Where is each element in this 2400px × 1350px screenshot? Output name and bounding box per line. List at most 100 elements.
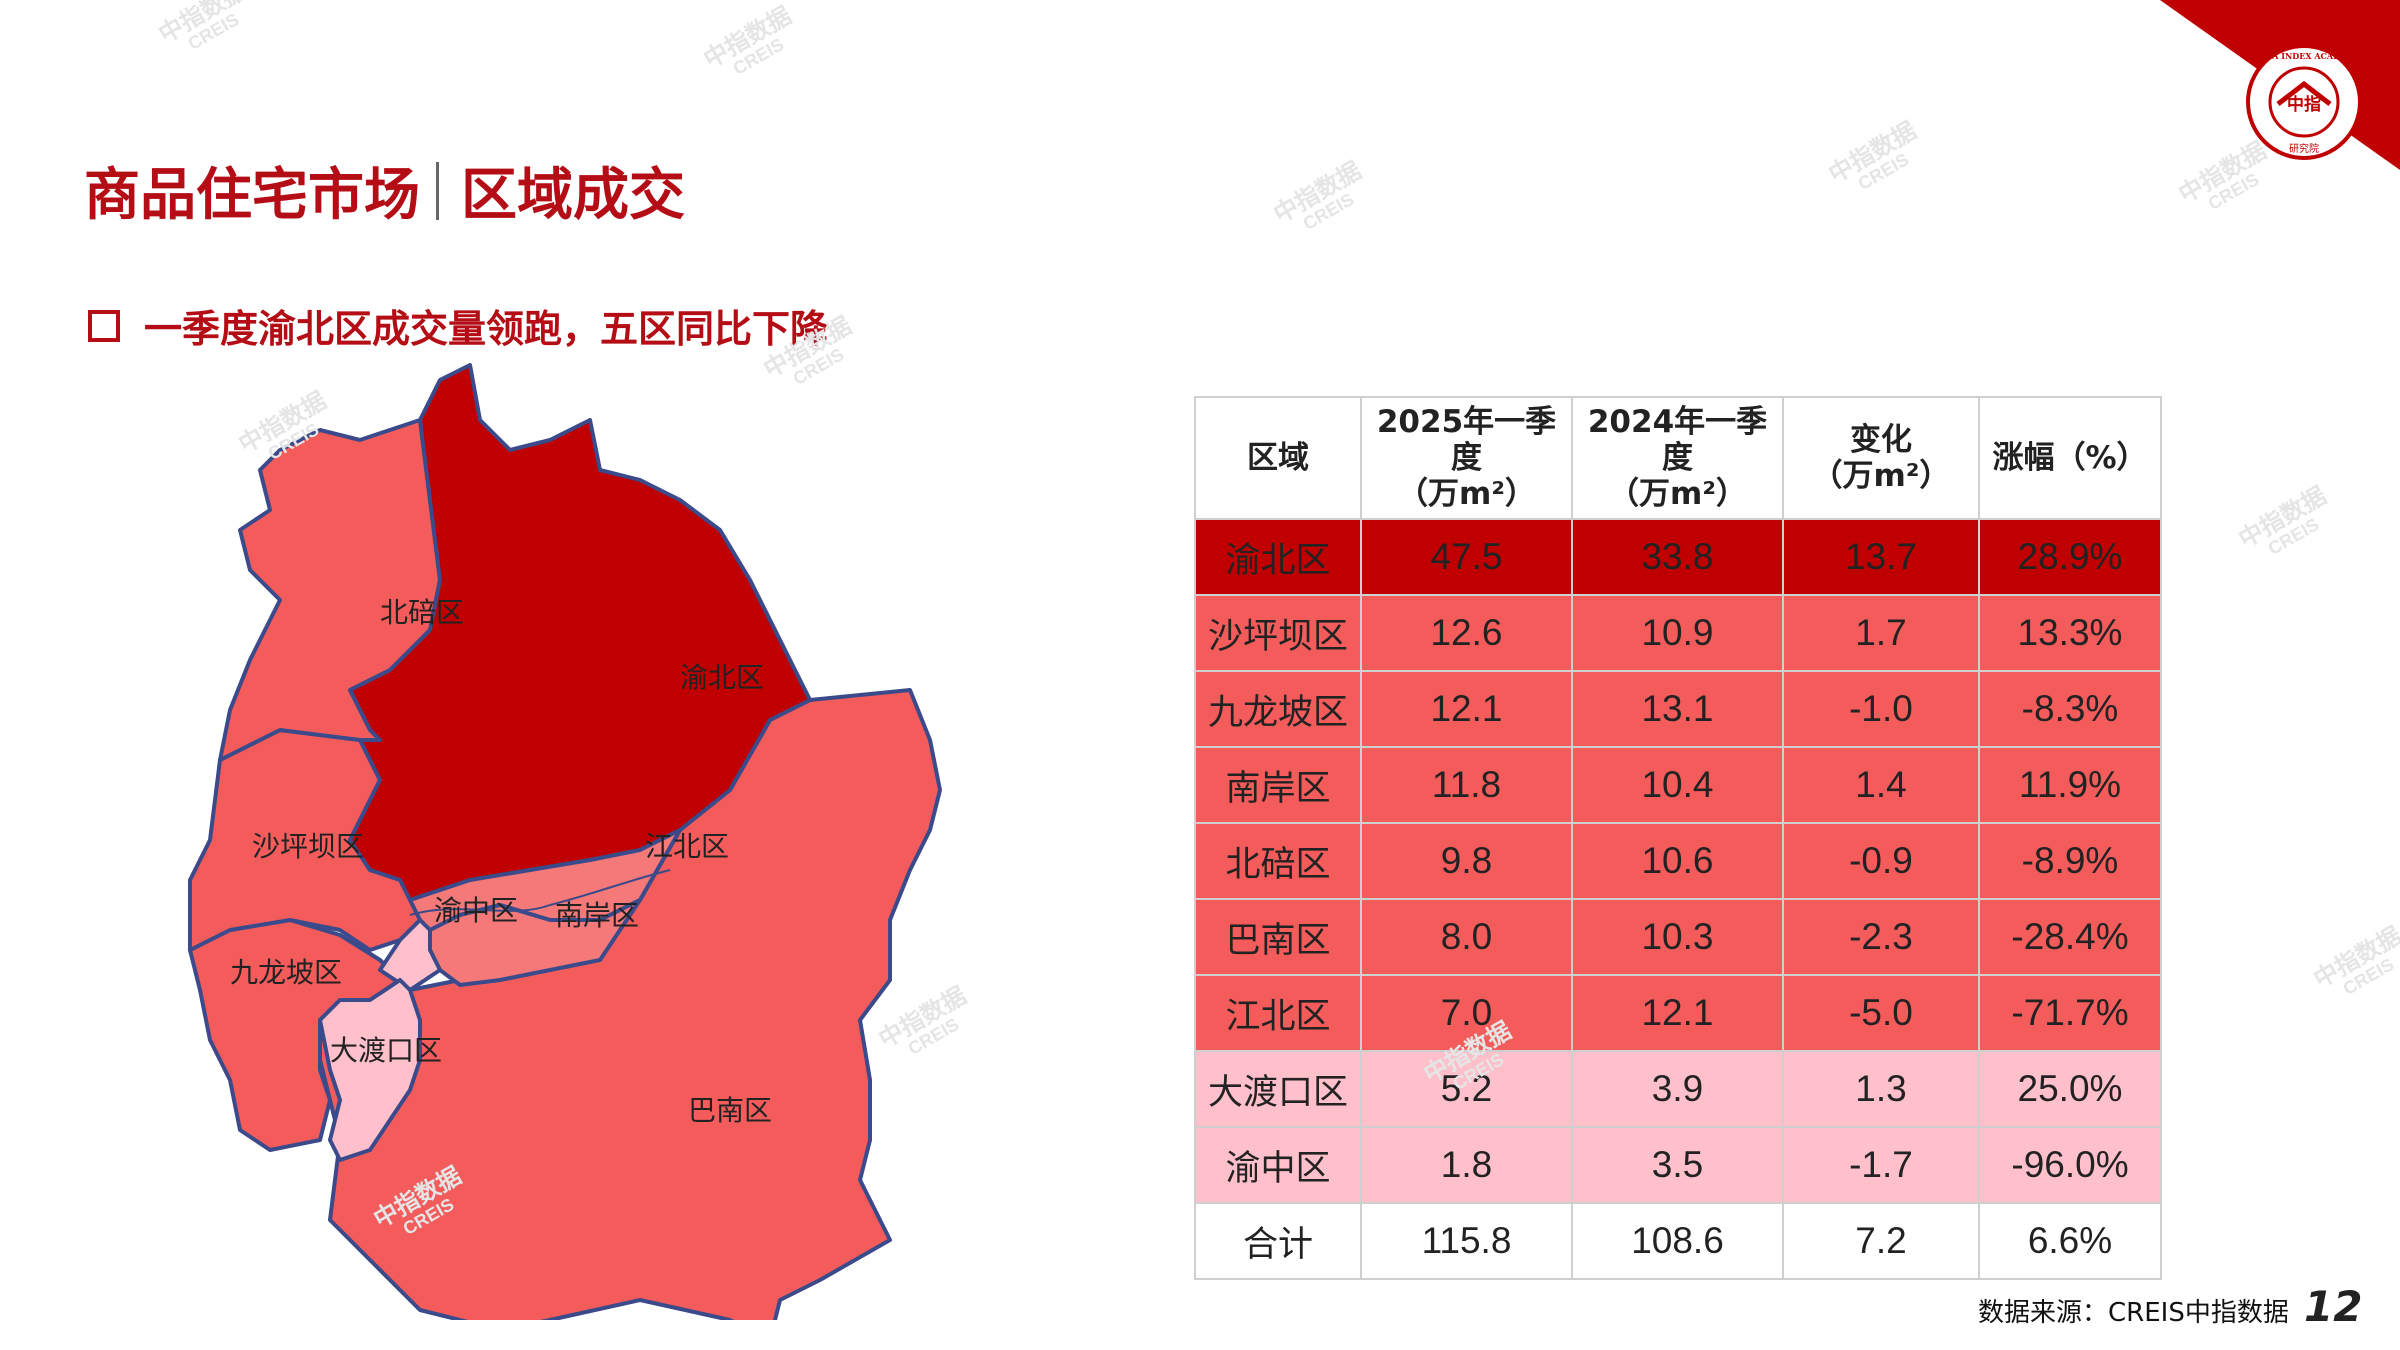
watermark: 中指数据 CREIS xyxy=(2308,921,2400,999)
table-row: 北碚区 9.8 10.6 -0.9 -8.9% xyxy=(1194,822,2162,900)
map-label-beibei: 北碚区 xyxy=(380,596,464,629)
map-label-shapingba: 沙坪坝区 xyxy=(252,830,364,863)
table-row: 江北区 7.0 12.1 -5.0 -71.7% xyxy=(1194,974,2162,1052)
cell-q2025: 9.8 xyxy=(1360,822,1573,900)
title-sub: 区域成交 xyxy=(461,163,685,228)
header-change: 变化 （万m²） xyxy=(1782,396,1980,520)
title-main: 商品住宅市场 xyxy=(84,163,420,228)
checkbox-bullet-icon xyxy=(88,309,120,342)
cell-q2025: 11.8 xyxy=(1360,746,1573,824)
cell-region: 巴南区 xyxy=(1194,898,1362,976)
cell-q2024: 10.4 xyxy=(1571,746,1784,824)
cell-q2025: 7.0 xyxy=(1360,974,1573,1052)
cell-region: 合计 xyxy=(1194,1202,1362,1280)
cell-change: 7.2 xyxy=(1782,1202,1980,1280)
title-separator xyxy=(436,161,439,220)
header-q2024: 2024年一季度 （万m²） xyxy=(1571,396,1784,520)
table-row: 南岸区 11.8 10.4 1.4 11.9% xyxy=(1194,746,2162,824)
svg-text:研究院: 研究院 xyxy=(2289,142,2319,155)
cell-q2024: 13.1 xyxy=(1571,670,1784,748)
cell-growth: -8.3% xyxy=(1978,670,2162,748)
map-label-yuzhong: 渝中区 xyxy=(434,894,518,927)
header-q2025: 2025年一季度 （万m²） xyxy=(1360,396,1573,520)
cell-growth: -71.7% xyxy=(1978,974,2162,1052)
svg-text:CHINA INDEX ACADEMY: CHINA INDEX ACADEMY xyxy=(2247,51,2361,61)
cell-growth: -96.0% xyxy=(1978,1126,2162,1204)
cell-q2025: 5.2 xyxy=(1360,1050,1573,1128)
map-label-banan: 巴南区 xyxy=(688,1094,772,1127)
table-row: 大渡口区 5.2 3.9 1.3 25.0% xyxy=(1194,1050,2162,1128)
district-transaction-table: 区域 2025年一季度 （万m²） 2024年一季度 （万m²） 变化 （万m²） 涨… xyxy=(1194,396,2162,1280)
table-row: 巴南区 8.0 10.3 -2.3 -28.4% xyxy=(1194,898,2162,976)
table-row: 渝北区 47.5 33.8 13.7 28.9% xyxy=(1194,518,2162,596)
cell-change: 1.4 xyxy=(1782,746,1980,824)
cell-growth: 25.0% xyxy=(1978,1050,2162,1128)
cell-growth: 6.6% xyxy=(1978,1202,2162,1280)
cell-change: 1.7 xyxy=(1782,594,1980,672)
chongqing-district-map: 北碚区 渝北区 沙坪坝区 江北区 渝中区 南岸区 九龙坡区 大渡口区 巴南区 xyxy=(188,363,942,1320)
map-label-dadukou: 大渡口区 xyxy=(330,1034,442,1067)
cell-growth: 11.9% xyxy=(1978,746,2162,824)
cell-q2024: 10.3 xyxy=(1571,898,1784,976)
map-label-jiulongpo: 九龙坡区 xyxy=(230,956,342,989)
svg-text:中指: 中指 xyxy=(2287,94,2321,115)
cell-q2025: 12.6 xyxy=(1360,594,1573,672)
cell-change: 1.3 xyxy=(1782,1050,1980,1128)
cell-q2025: 12.1 xyxy=(1360,670,1573,748)
table-row: 沙坪坝区 12.6 10.9 1.7 13.3% xyxy=(1194,594,2162,672)
cell-q2024: 3.9 xyxy=(1571,1050,1784,1128)
map-label-jiangbei: 江北区 xyxy=(645,830,729,863)
cell-region: 沙坪坝区 xyxy=(1194,594,1362,672)
cell-change: -0.9 xyxy=(1782,822,1980,900)
cell-q2024: 108.6 xyxy=(1571,1202,1784,1280)
cell-q2025: 47.5 xyxy=(1360,518,1573,596)
cell-growth: -28.4% xyxy=(1978,898,2162,976)
watermark: 中指数据 CREIS xyxy=(153,0,252,54)
cell-region: 九龙坡区 xyxy=(1194,670,1362,748)
watermark: 中指数据 CREIS xyxy=(1268,156,1367,234)
section-subtitle: 一季度渝北区成交量领跑，五区同比下降 xyxy=(88,298,828,353)
cell-growth: 28.9% xyxy=(1978,518,2162,596)
cell-change: -1.0 xyxy=(1782,670,1980,748)
cell-q2024: 10.6 xyxy=(1571,822,1784,900)
cell-region: 大渡口区 xyxy=(1194,1050,1362,1128)
map-region-jiulongpo xyxy=(188,918,402,1152)
cell-region: 北碚区 xyxy=(1194,822,1362,900)
cell-change: -5.0 xyxy=(1782,974,1980,1052)
header-region: 区域 xyxy=(1194,396,1362,520)
data-source: 数据来源：CREIS中指数据 xyxy=(1978,1298,2289,1328)
china-index-academy-logo: 中指 研究院 CHINA INDEX ACADEMY xyxy=(2246,44,2362,160)
header-growth: 涨幅（%） xyxy=(1978,396,2162,520)
watermark: 中指数据 CREIS xyxy=(2233,481,2332,559)
cell-region: 南岸区 xyxy=(1194,746,1362,824)
cell-region: 渝中区 xyxy=(1194,1126,1362,1204)
cell-q2025: 115.8 xyxy=(1360,1202,1573,1280)
map-label-nanan: 南岸区 xyxy=(555,899,639,932)
cell-change: 13.7 xyxy=(1782,518,1980,596)
table-total-row: 合计 115.8 108.6 7.2 6.6% xyxy=(1194,1202,2162,1280)
watermark: 中指数据 CREIS xyxy=(698,1,797,79)
page-title: 商品住宅市场 区域成交 xyxy=(84,150,685,231)
cell-growth: -8.9% xyxy=(1978,822,2162,900)
cell-q2025: 8.0 xyxy=(1360,898,1573,976)
cell-q2024: 33.8 xyxy=(1571,518,1784,596)
cell-region: 渝北区 xyxy=(1194,518,1362,596)
table-row: 九龙坡区 12.1 13.1 -1.0 -8.3% xyxy=(1194,670,2162,748)
subtitle-text: 一季度渝北区成交量领跑，五区同比下降 xyxy=(144,307,829,351)
river-line xyxy=(409,869,671,916)
map-label-yubei: 渝北区 xyxy=(680,661,764,694)
cell-growth: 13.3% xyxy=(1978,594,2162,672)
table-row: 渝中区 1.8 3.5 -1.7 -96.0% xyxy=(1194,1126,2162,1204)
cell-q2025: 1.8 xyxy=(1360,1126,1573,1204)
page-number: 12 xyxy=(2304,1282,2363,1331)
map-region-dadukou xyxy=(318,978,422,1162)
table-header-row: 区域 2025年一季度 （万m²） 2024年一季度 （万m²） 变化 （万m²） 涨… xyxy=(1194,396,2162,520)
watermark: 中指数据 CREIS xyxy=(1823,116,1922,194)
cell-q2024: 12.1 xyxy=(1571,974,1784,1052)
cell-change: -1.7 xyxy=(1782,1126,1980,1204)
cell-region: 江北区 xyxy=(1194,974,1362,1052)
map-region-yuzhong xyxy=(378,918,442,992)
cell-q2024: 10.9 xyxy=(1571,594,1784,672)
cell-q2024: 3.5 xyxy=(1571,1126,1784,1204)
cell-change: -2.3 xyxy=(1782,898,1980,976)
